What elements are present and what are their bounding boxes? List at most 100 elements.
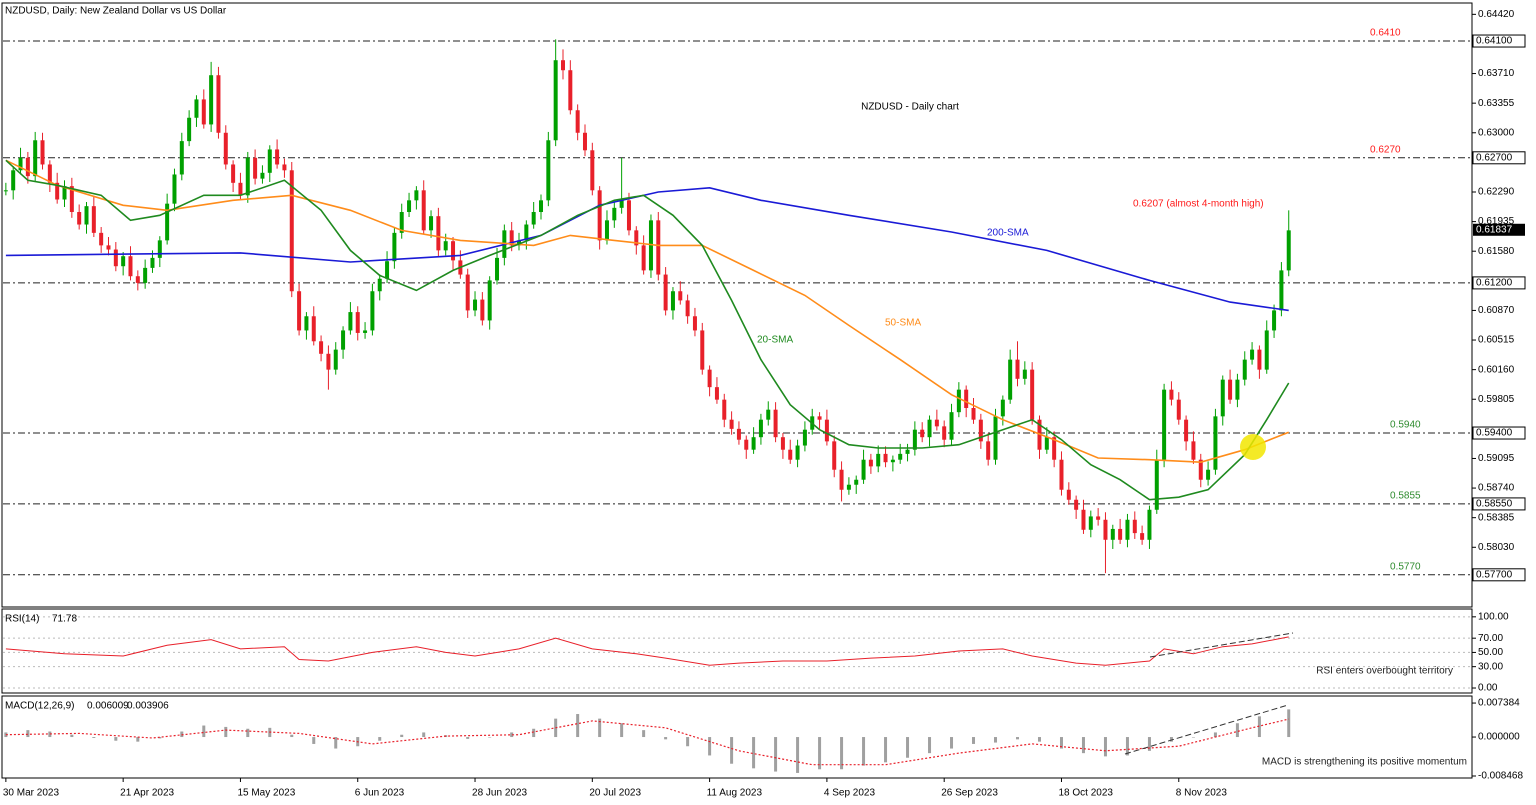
level-axis-box (1472, 568, 1526, 582)
candle-body (231, 164, 236, 183)
candle-body (656, 220, 661, 275)
level-label: 0.6270 (1370, 144, 1401, 155)
candle-body (700, 330, 705, 370)
candle-body (1066, 489, 1071, 500)
level-axis-label: 0.64100 (1476, 36, 1513, 47)
candle-body (758, 419, 763, 438)
last-price-label: 0.61837 (1476, 224, 1513, 235)
candle-body (780, 437, 785, 450)
x-tick-label: 28 Jun 2023 (472, 788, 527, 799)
y-tick-label: 0.60160 (1478, 364, 1515, 375)
candle-body (546, 140, 551, 201)
rsi-panel (1, 608, 1473, 694)
macd-bar (378, 737, 382, 741)
macd-bar (334, 737, 338, 749)
macd-bar (1191, 737, 1195, 738)
macd-bar (224, 726, 228, 738)
candle-body (1228, 379, 1233, 400)
candle-body (421, 190, 426, 231)
level-axis-label: 0.58550 (1476, 499, 1513, 510)
candle-body (187, 117, 192, 142)
candle-body (429, 216, 434, 231)
candle-body (377, 278, 382, 292)
candle-body (517, 240, 522, 246)
candle-body (245, 157, 250, 196)
candle-body (451, 241, 456, 261)
candle-body (736, 428, 741, 440)
main-panel (1, 2, 1473, 608)
candle-body (385, 261, 390, 279)
macd-bar (70, 734, 74, 738)
candle-body (553, 60, 558, 141)
candle-body (612, 207, 617, 221)
macd-bar (576, 714, 580, 738)
candle-body (539, 200, 544, 213)
candle-body (604, 220, 609, 241)
candle-body (868, 459, 873, 467)
macd-bar (1037, 737, 1041, 742)
candle-body (575, 110, 580, 133)
level-axis-label: 0.57700 (1476, 569, 1513, 580)
candle-body (986, 441, 991, 460)
macd-bar (730, 737, 734, 764)
candle-body (1257, 349, 1262, 370)
candle-body (3, 190, 8, 192)
macd-signal-value: 0.003906 (127, 701, 169, 712)
x-tick-label: 20 Jul 2023 (589, 788, 641, 799)
y-tick-label: 30.00 (1478, 661, 1503, 672)
macd-bar (488, 737, 492, 738)
candle-body (1140, 533, 1145, 540)
high-annotation: 0.6207 (almost 4-month high) (1133, 199, 1264, 210)
macd-bar (466, 737, 470, 739)
macd-bar (290, 734, 294, 738)
candle-body (641, 245, 646, 271)
candle-body (275, 149, 280, 165)
candle-body (751, 437, 756, 450)
macd-bar (532, 728, 536, 738)
macd-bar (906, 737, 910, 758)
y-tick-label: 0.58740 (1478, 483, 1515, 494)
level-axis-label: 0.59400 (1476, 428, 1513, 439)
candle-body (524, 224, 529, 241)
candle-body (956, 389, 961, 413)
chart-title: NZDUSD - Daily chart (861, 102, 959, 113)
candle-body (890, 459, 895, 463)
macd-bar (1015, 737, 1019, 740)
y-tick-label: 0.58385 (1478, 512, 1515, 523)
candle-body (685, 300, 690, 317)
candle-body (766, 409, 771, 420)
y-tick-label: 0.000000 (1478, 732, 1520, 743)
candle-body (1206, 469, 1211, 480)
candle-body (861, 459, 866, 480)
candle-body (443, 241, 448, 251)
candle-body (304, 316, 309, 331)
candle-body (883, 453, 888, 463)
candle-body (1250, 349, 1255, 360)
candle-body (1015, 359, 1020, 379)
candle-body (692, 316, 697, 331)
candle-body (1147, 509, 1152, 540)
candle-body (1213, 416, 1218, 470)
x-tick-label: 6 Jun 2023 (355, 788, 405, 799)
level-axis-box (1472, 426, 1526, 440)
candle-body (333, 349, 338, 370)
candle-body (509, 230, 514, 246)
candle-body (817, 416, 822, 420)
candle-body (1220, 379, 1225, 417)
candle-body (846, 484, 851, 490)
macd-bar (1257, 716, 1261, 738)
candle-body (260, 172, 265, 179)
macd-bar (774, 737, 778, 772)
candle-body (934, 419, 939, 427)
y-tick-label: -0.008468 (1478, 771, 1523, 782)
y-tick-label: 0.61935 (1478, 216, 1515, 227)
level-axis-box (1472, 151, 1526, 165)
candle-body (971, 408, 976, 420)
rsi-annotation: RSI enters overbought territory (1316, 666, 1453, 677)
macd-bar (1213, 732, 1217, 738)
candle-body (1132, 519, 1137, 534)
candle-body (590, 150, 595, 191)
candle-body (165, 203, 170, 241)
candle-body (11, 170, 16, 191)
